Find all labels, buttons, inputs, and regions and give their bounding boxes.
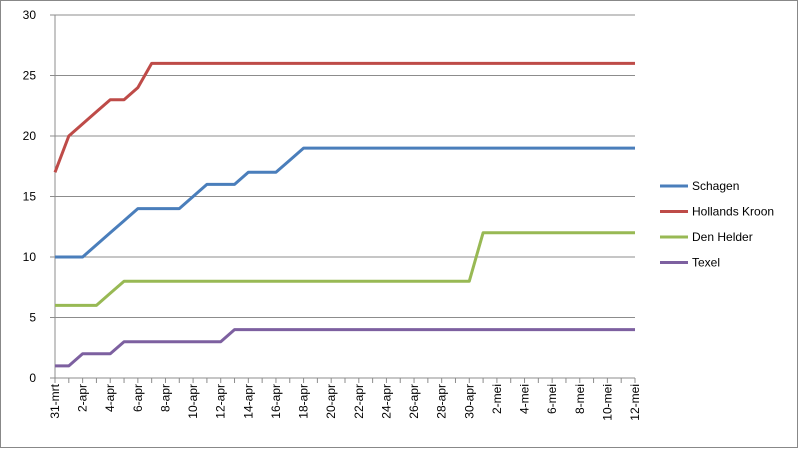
x-tick-label: 2-mei: [490, 384, 504, 414]
x-tick-label: 6-apr: [131, 384, 145, 412]
y-tick-label: 0: [29, 371, 36, 385]
y-tick-label: 20: [23, 129, 37, 143]
x-tick-label: 18-apr: [297, 384, 311, 419]
x-tick-label: 24-apr: [379, 384, 393, 419]
y-tick-label: 15: [23, 190, 37, 204]
x-tick-label: 31-mrt: [48, 383, 62, 418]
y-tick-label: 25: [23, 69, 37, 83]
x-tick-label: 22-apr: [352, 384, 366, 419]
legend-label: Texel: [692, 256, 720, 270]
x-tick-label: 12-apr: [214, 384, 228, 419]
x-tick-label: 30-apr: [462, 384, 476, 419]
x-tick-label: 2-apr: [76, 384, 90, 412]
series-line: [55, 146, 635, 259]
series-line: [53, 61, 635, 173]
x-tick-label: 28-apr: [435, 384, 449, 419]
y-tick-label: 30: [23, 8, 37, 22]
series-line: [55, 231, 635, 307]
x-tick-label: 4-mei: [518, 384, 532, 414]
legend-label: Hollands Kroon: [692, 205, 774, 219]
x-tick-label: 10-mei: [600, 384, 614, 421]
legend-label: Schagen: [692, 179, 739, 193]
x-tick-label: 8-mei: [573, 384, 587, 414]
y-tick-label: 10: [23, 250, 37, 264]
x-tick-label: 4-apr: [103, 384, 117, 412]
x-tick-label: 26-apr: [407, 384, 421, 419]
x-tick-label: 14-apr: [241, 384, 255, 419]
series-line: [55, 328, 635, 368]
x-tick-label: 8-apr: [158, 384, 172, 412]
x-tick-label: 16-apr: [269, 384, 283, 419]
y-tick-label: 5: [29, 311, 36, 325]
x-tick-label: 20-apr: [324, 384, 338, 419]
legend-label: Den Helder: [692, 230, 753, 244]
x-tick-label: 6-mei: [545, 384, 559, 414]
x-tick-label: 10-apr: [186, 384, 200, 419]
x-tick-label: 12-mei: [628, 384, 642, 421]
